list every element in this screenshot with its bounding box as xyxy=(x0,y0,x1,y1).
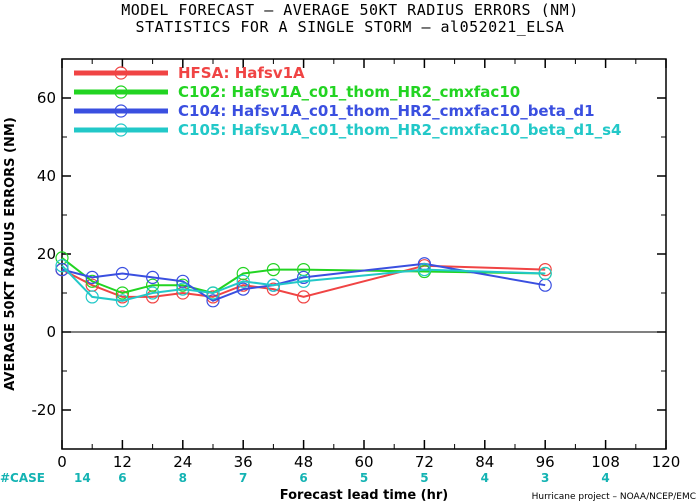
data-point xyxy=(236,274,250,288)
data-point xyxy=(297,290,311,304)
data-point xyxy=(417,263,431,277)
x-tick-label: 120 xyxy=(652,453,681,471)
y-tick-label: 60 xyxy=(37,89,56,107)
x-tick-label: 72 xyxy=(415,453,434,471)
data-point xyxy=(85,274,99,288)
credit-text: Hurricane project – NOAA/NCEP/EMC xyxy=(532,492,696,502)
x-tick-label: 48 xyxy=(294,453,313,471)
data-point xyxy=(236,266,250,281)
data-point xyxy=(146,286,160,300)
x-tick-label: 36 xyxy=(234,453,253,471)
y-tick-label: -20 xyxy=(32,401,57,419)
case-count: 5 xyxy=(360,471,368,485)
data-point xyxy=(115,290,130,304)
legend-label: HFSA: Hafsv1A xyxy=(178,64,305,82)
case-count: 14 xyxy=(74,471,91,485)
case-count: 4 xyxy=(481,471,489,485)
y-tick-label: 40 xyxy=(37,167,56,185)
data-point xyxy=(115,266,130,281)
case-label: #CASE xyxy=(0,471,45,485)
case-count: 4 xyxy=(601,471,609,485)
legend-label: C102: Hafsv1A_c01_thom_HR2_cmxfac10 xyxy=(178,83,520,101)
data-point xyxy=(206,286,220,300)
legend-marker xyxy=(114,104,128,118)
data-point xyxy=(266,278,280,292)
chart-subtitle: STATISTICS FOR A SINGLE STORM – al052021… xyxy=(135,18,565,36)
data-point xyxy=(538,263,552,277)
data-point xyxy=(176,282,190,296)
data-point xyxy=(115,294,130,308)
data-point xyxy=(55,263,69,277)
x-tick-label: 108 xyxy=(591,453,620,471)
data-point xyxy=(55,259,69,273)
legend-marker xyxy=(114,123,128,137)
data-point xyxy=(266,282,280,296)
case-count: 3 xyxy=(541,471,549,485)
legend-item: C105: Hafsv1A_c01_thom_HR2_cmxfac10_beta… xyxy=(74,121,621,139)
y-tick-label: 20 xyxy=(37,245,56,263)
data-point xyxy=(297,274,311,288)
y-axis-label: AVERAGE 50KT RADIUS ERRORS (NM) xyxy=(3,117,18,391)
case-count: 7 xyxy=(239,471,247,485)
series-4 xyxy=(55,259,552,308)
data-point xyxy=(146,270,160,284)
x-tick-label: 0 xyxy=(57,453,67,471)
data-point xyxy=(146,278,160,292)
case-count: 5 xyxy=(420,471,428,485)
data-point xyxy=(236,282,250,296)
x-tick-label: 60 xyxy=(354,453,373,471)
data-point xyxy=(176,274,190,288)
data-point xyxy=(206,294,220,308)
legend-item: HFSA: Hafsv1A xyxy=(74,64,305,82)
series-line xyxy=(61,262,546,302)
series-line xyxy=(61,264,546,298)
legend-marker xyxy=(114,85,128,99)
legend-label: C104: Hafsv1A_c01_thom_HR2_cmxfac10_beta… xyxy=(178,102,595,120)
y-tick-label: 0 xyxy=(46,323,56,341)
data-point xyxy=(297,270,311,284)
legend-item: C104: Hafsv1A_c01_thom_HR2_cmxfac10_beta… xyxy=(74,102,595,120)
data-point xyxy=(85,270,99,284)
x-tick-label: 96 xyxy=(536,453,555,471)
legend-item: C102: Hafsv1A_c01_thom_HR2_cmxfac10 xyxy=(74,83,520,101)
case-count: 6 xyxy=(299,471,307,485)
case-count: 6 xyxy=(118,471,126,485)
data-point xyxy=(85,290,99,304)
legend-marker xyxy=(114,66,128,80)
data-point xyxy=(115,286,130,300)
x-tick-label: 84 xyxy=(475,453,494,471)
x-tick-label: 12 xyxy=(113,453,132,471)
x-axis-label: Forecast lead time (hr) xyxy=(280,488,448,503)
x-tick-label: 24 xyxy=(173,453,192,471)
data-point xyxy=(266,263,280,277)
series-line xyxy=(61,265,546,302)
data-point xyxy=(538,266,552,281)
legend-label: C105: Hafsv1A_c01_thom_HR2_cmxfac10_beta… xyxy=(178,121,621,139)
case-count: 8 xyxy=(179,471,187,485)
chart-title: MODEL FORECAST – AVERAGE 50KT RADIUS ERR… xyxy=(121,1,579,19)
